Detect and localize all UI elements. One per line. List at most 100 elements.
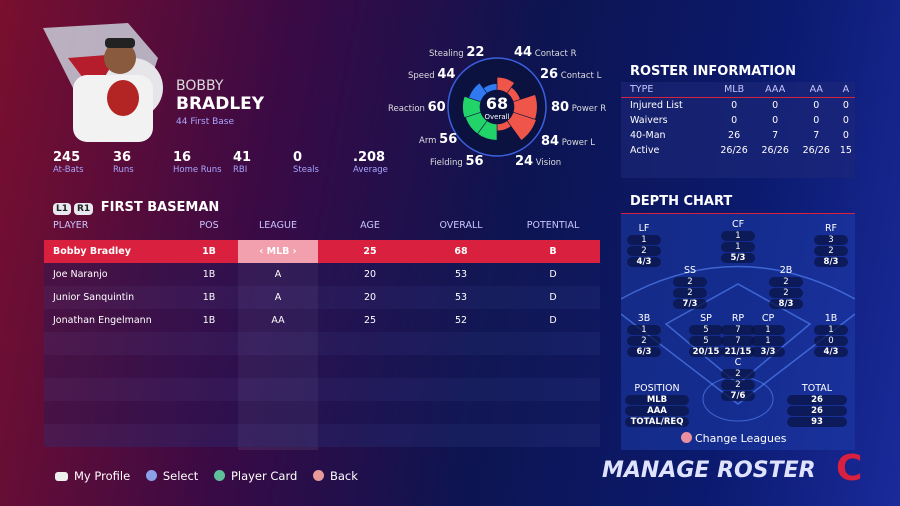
player-card-prompt[interactable]: Player Card: [213, 469, 303, 483]
depth-position-rf[interactable]: RF 3 2 8/3: [814, 224, 848, 268]
depth-position-rp[interactable]: RP 7 7 21/15: [721, 314, 755, 358]
stat-label: Steals: [293, 165, 319, 175]
position-label: 2B: [779, 265, 793, 276]
roster-row: 40-Man 26 7 7 0: [630, 130, 849, 141]
position-title-text: FIRST BASEMAN: [100, 200, 220, 215]
player-number-position: 44 First Base: [176, 117, 235, 127]
position-count: 2: [721, 369, 755, 379]
stat-label: Average: [353, 165, 388, 175]
roster-header: TYPE MLB AAA AA A: [621, 82, 855, 98]
depth-position-cf[interactable]: CF 1 1 5/3: [721, 220, 755, 264]
stat-average: .208 Average: [353, 150, 388, 175]
legend-title: POSITION: [634, 383, 680, 394]
position-count: 7: [721, 336, 755, 346]
depth-position-2b[interactable]: 2B 2 2 8/3: [769, 266, 803, 310]
attribute-radar: 68 Overall: [447, 57, 547, 157]
total-aaa: 26: [787, 406, 847, 416]
stat-value: 41: [233, 150, 252, 165]
stat-value: 245: [53, 150, 81, 165]
position-count: 5: [689, 336, 723, 346]
touchpad-icon: [55, 472, 68, 481]
roster-row: Active 26/26 26/26 26/26 15: [630, 145, 852, 156]
attr-reaction: Reaction 60: [388, 100, 446, 115]
stat-rbi: 41 RBI: [233, 150, 251, 175]
total-req: 93: [787, 417, 847, 427]
position-count: 0: [814, 336, 848, 346]
depth-position-cp[interactable]: CP 1 1 3/3: [751, 314, 785, 358]
league-selector[interactable]: ‹ MLB ›: [238, 240, 318, 263]
depth-position-ss[interactable]: SS 2 2 7/3: [673, 266, 707, 310]
position-label: CF: [731, 219, 745, 230]
l1-button[interactable]: L1: [53, 203, 71, 215]
position-count: 8/3: [814, 257, 848, 267]
position-count: 2: [627, 336, 661, 346]
stat-steals: 0 Steals: [293, 150, 319, 175]
legend-total-req: TOTAL/REQ: [625, 417, 689, 427]
empty-row: [44, 424, 600, 447]
league-column-highlight: [238, 240, 318, 450]
player-last-name: BRADLEY: [176, 94, 265, 114]
stat-label: RBI: [233, 165, 248, 175]
position-label: CP: [761, 313, 775, 324]
table-row[interactable]: Junior Sanquintin 1B A 20 53 D: [44, 286, 600, 309]
position-count: 3/3: [751, 347, 785, 357]
position-count: 2: [673, 277, 707, 287]
radar-center: [480, 90, 514, 124]
position-label: C: [734, 357, 742, 368]
player-portrait: [73, 38, 153, 142]
attr-speed: Speed 44: [408, 67, 456, 82]
header-potential: POTENTIAL: [526, 220, 580, 231]
depth-position-3b[interactable]: 3B 1 2 6/3: [627, 314, 661, 358]
team-c-logo: C: [836, 448, 863, 489]
position-count: 8/3: [769, 299, 803, 309]
depth-position-c[interactable]: C 2 2 7/6: [721, 358, 755, 402]
attr-stealing: Stealing 22: [429, 45, 485, 60]
position-count: 5/3: [721, 253, 755, 263]
header-overall: OVERALL: [439, 220, 483, 231]
circle-button-icon: [312, 470, 324, 481]
position-legend: POSITION MLB AAA TOTAL/REQ: [625, 384, 689, 428]
total-legend: TOTAL 26 26 93: [787, 384, 847, 428]
table-row[interactable]: Joe Naranjo 1B A 20 53 D: [44, 263, 600, 286]
depth-position-1b[interactable]: 1B 1 0 4/3: [814, 314, 848, 358]
r1-button[interactable]: R1: [74, 203, 94, 215]
position-count: 2: [627, 246, 661, 256]
position-count: 7/3: [673, 299, 707, 309]
legend-aaa: AAA: [625, 406, 689, 416]
roster-info-title: ROSTER INFORMATION: [630, 64, 796, 79]
back-prompt[interactable]: Back: [312, 469, 364, 483]
header-pos: POS: [199, 220, 219, 231]
table-row[interactable]: Bobby Bradley 1B ‹ MLB › 25 68 B: [44, 240, 600, 263]
position-count: 1: [814, 325, 848, 335]
stat-value: .208: [353, 150, 386, 165]
depth-chart-title: DEPTH CHART: [630, 194, 733, 209]
header-age: AGE: [360, 220, 380, 231]
my-profile-prompt[interactable]: My Profile: [55, 469, 136, 483]
position-count: 7/6: [721, 391, 755, 401]
change-leagues-button[interactable]: Change Leagues: [681, 432, 787, 445]
position-label: 3B: [637, 313, 651, 324]
stat-at-bats: 245 At-Bats: [53, 150, 84, 175]
position-count: 7: [721, 325, 755, 335]
depth-position-lf[interactable]: LF 1 2 4/3: [627, 224, 661, 268]
roster-row: Waivers 0 0 0 0: [630, 115, 849, 126]
attr-contact-r: 44 Contact R: [514, 45, 577, 60]
attr-arm: Arm 56: [419, 132, 458, 147]
header-league: LEAGUE: [259, 220, 297, 231]
legend-mlb: MLB: [625, 395, 689, 405]
position-count: 1: [751, 336, 785, 346]
total-title: TOTAL: [801, 383, 833, 394]
position-count: 4/3: [627, 257, 661, 267]
position-count: 20/15: [689, 347, 723, 357]
header-player: PLAYER: [53, 220, 89, 231]
depth-position-sp[interactable]: SP 5 5 20/15: [689, 314, 723, 358]
position-count: 2: [814, 246, 848, 256]
position-count: 1: [627, 325, 661, 335]
total-mlb: 26: [787, 395, 847, 405]
cross-button-icon: [145, 470, 157, 481]
table-row[interactable]: Jonathan Engelmann 1B AA 25 52 D: [44, 309, 600, 332]
position-count: 21/15: [721, 347, 755, 357]
stat-runs: 36 Runs: [113, 150, 134, 175]
triangle-button-icon: [213, 470, 225, 481]
select-prompt[interactable]: Select: [145, 469, 204, 483]
